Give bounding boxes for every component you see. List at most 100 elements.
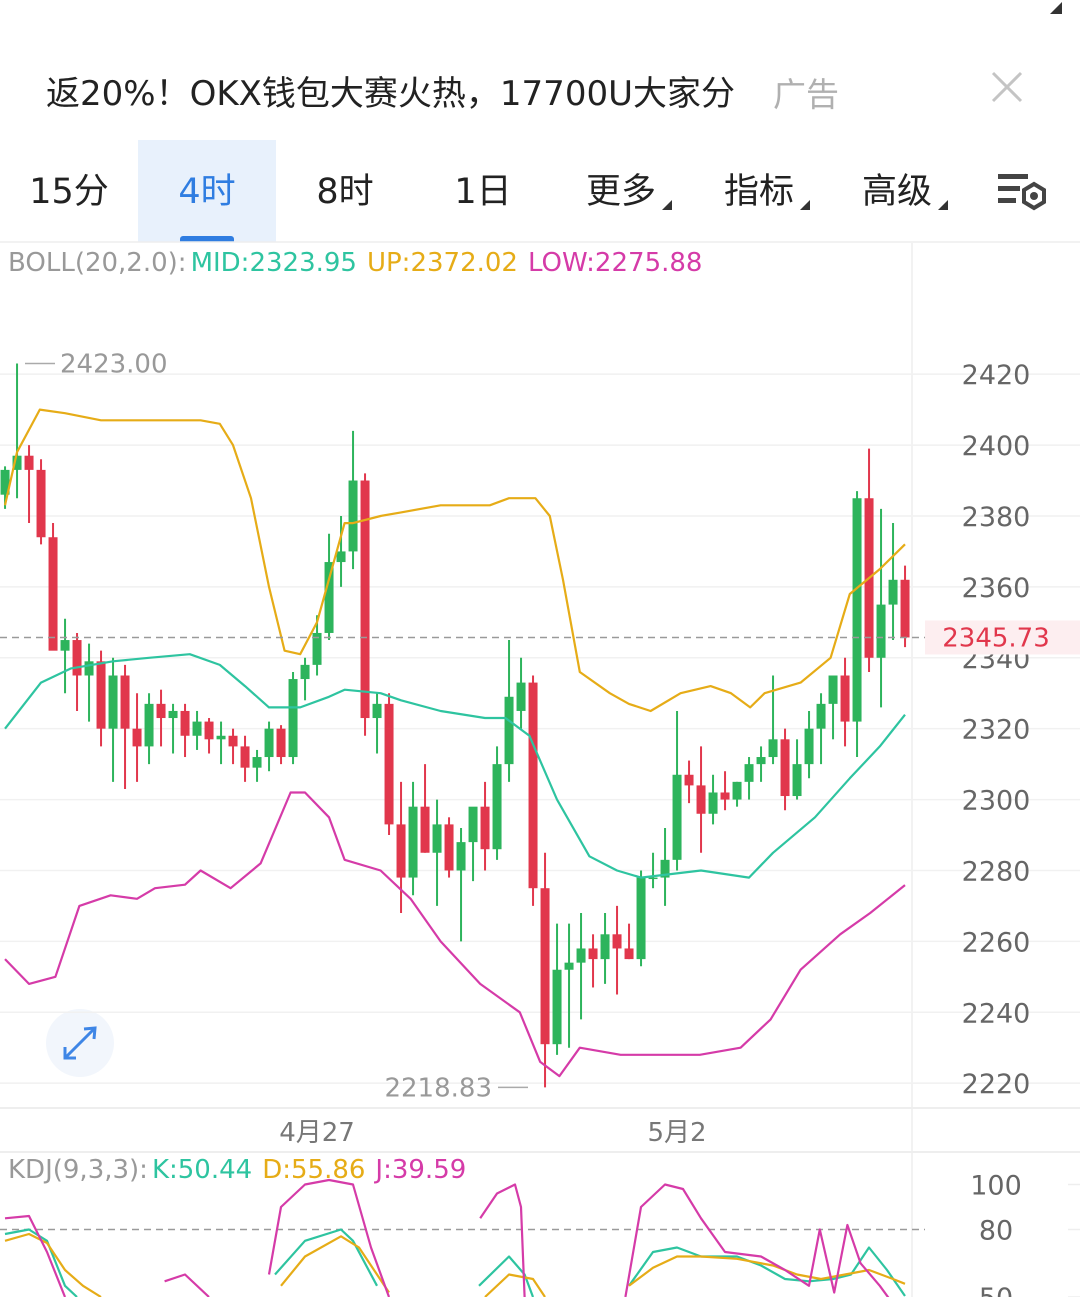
candle-body [252, 757, 262, 768]
candle-body [864, 498, 874, 658]
y-tick-label: 100 [970, 1171, 1022, 1202]
candle-body [0, 469, 10, 495]
tab[interactable]: 1日 [414, 140, 552, 242]
tab-label[interactable]: 更多 [585, 172, 656, 212]
last-price-box [925, 620, 1080, 655]
candle-body [348, 480, 358, 552]
tab[interactable]: 高级 [828, 140, 966, 242]
y-tick-label: 2360 [962, 573, 1031, 604]
candle-body [228, 735, 238, 747]
indicator-line [624, 1183, 890, 1297]
tab-label[interactable]: 指标 [723, 172, 794, 212]
indicator-line [484, 1273, 546, 1297]
indicator-line [4, 1214, 67, 1297]
legend-entry: K:50.44 [152, 1155, 252, 1185]
candle-body [780, 739, 790, 797]
candle-body [276, 728, 286, 758]
y-tick-label: 80 [979, 1216, 1013, 1247]
ad-banner[interactable]: 返20%！OKX钱包大赛火热，17700U大家分 广告 [0, 0, 1080, 140]
high-label: 2423.00 [60, 350, 168, 380]
candle-body [96, 661, 106, 729]
tab-label[interactable]: 15分 [29, 172, 109, 212]
candle-body [588, 948, 598, 960]
tab-label[interactable]: 4时 [178, 172, 236, 212]
y-tick-label: 2280 [962, 856, 1031, 887]
candle-body [624, 948, 634, 960]
candle-body [300, 664, 310, 680]
tab-label[interactable]: 1日 [454, 172, 512, 212]
candle-body [708, 792, 718, 814]
y-tick-label: 2320 [962, 715, 1031, 746]
close-button[interactable] [990, 70, 1026, 104]
ad-text[interactable]: 返20%！OKX钱包大赛火热，17700U大家分 [46, 74, 735, 114]
y-tick-label: 2400 [962, 431, 1031, 462]
ad-tag: 广告 [773, 75, 839, 114]
indicator-line [164, 1273, 210, 1297]
candle-body [636, 877, 646, 960]
candle-body [456, 842, 466, 871]
candle-body [816, 703, 826, 729]
corner-mark [1050, 2, 1062, 14]
candle-body [360, 480, 370, 719]
indicator-line [274, 1228, 378, 1287]
last-price-label: 2345.73 [942, 623, 1050, 653]
candle-body [12, 455, 22, 470]
candle-body [576, 948, 586, 963]
legend-title: BOLL(20,2.0): [8, 248, 187, 278]
plot-area [4, 1178, 906, 1297]
candle-body [36, 469, 46, 538]
candle-body [720, 792, 730, 800]
legend: KDJ(9,3,3): K:50.44 D:55.86 J:39.59 [8, 1155, 466, 1185]
indicator-line [628, 1246, 906, 1297]
legend-entry: MID:2323.95 [191, 248, 357, 278]
candle-body [132, 728, 142, 747]
candle-body [156, 703, 166, 719]
tab[interactable]: 8时 [276, 140, 414, 242]
indicator-line [4, 1232, 102, 1297]
candle-body [384, 703, 394, 825]
indicator-line [280, 1235, 390, 1294]
tab[interactable]: 15分 [0, 140, 138, 242]
x-tick-label: 5月2 [647, 1118, 706, 1148]
candle-body [852, 498, 862, 722]
y-tick-label: 2380 [962, 502, 1031, 533]
candle-body [204, 721, 214, 740]
candle-body [48, 537, 58, 651]
candle-body [540, 888, 550, 1045]
tab[interactable]: 指标 [690, 140, 828, 242]
plot-area [0, 363, 910, 1088]
legend: BOLL(20,2.0): MID:2323.95 UP:2372.02 LOW:22… [8, 248, 702, 278]
tab-label[interactable]: 高级 [861, 172, 932, 212]
candle-body [756, 757, 766, 765]
indicator-line [628, 1255, 906, 1287]
candle-body [900, 579, 910, 638]
candle-body [660, 859, 670, 878]
candle-body [336, 551, 346, 563]
tab[interactable]: 更多 [552, 140, 690, 242]
candle-body [264, 728, 274, 758]
indicator-line [478, 1255, 535, 1297]
y-tick-label: 2220 [962, 1069, 1031, 1100]
y-tick-label: 2300 [962, 786, 1031, 817]
candle-body [648, 877, 658, 880]
x-tick-label: 4月27 [279, 1118, 355, 1148]
candle-body [696, 785, 706, 814]
y-tick-label: 2420 [962, 360, 1031, 391]
candle-body [120, 675, 130, 729]
candle-body [216, 735, 226, 740]
candle-body [240, 746, 250, 768]
settings-icon[interactable] [998, 172, 1048, 216]
menu-caret [938, 200, 948, 210]
tab-label[interactable]: 8时 [316, 172, 374, 212]
active-indicator [180, 236, 234, 242]
candle-body [168, 710, 178, 719]
candle-body [372, 703, 382, 719]
indicator-line [4, 653, 906, 879]
candle-body [396, 824, 406, 878]
candle-body [672, 774, 682, 860]
expand-button[interactable] [46, 1009, 114, 1077]
tab[interactable]: 4时 [138, 140, 276, 242]
candle-body [432, 824, 442, 853]
candle-body [24, 455, 34, 470]
y-tick-label: 2260 [962, 927, 1031, 958]
